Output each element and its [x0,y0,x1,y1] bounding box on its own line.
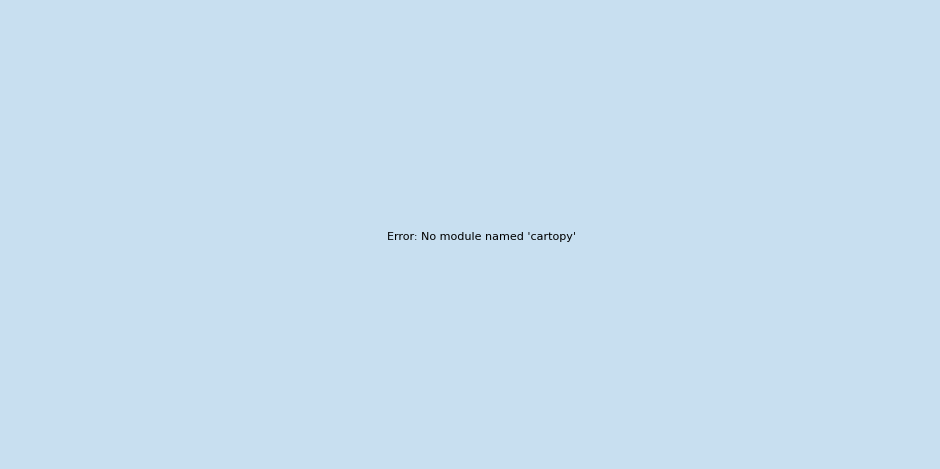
Text: Error: No module named 'cartopy': Error: No module named 'cartopy' [387,232,576,242]
